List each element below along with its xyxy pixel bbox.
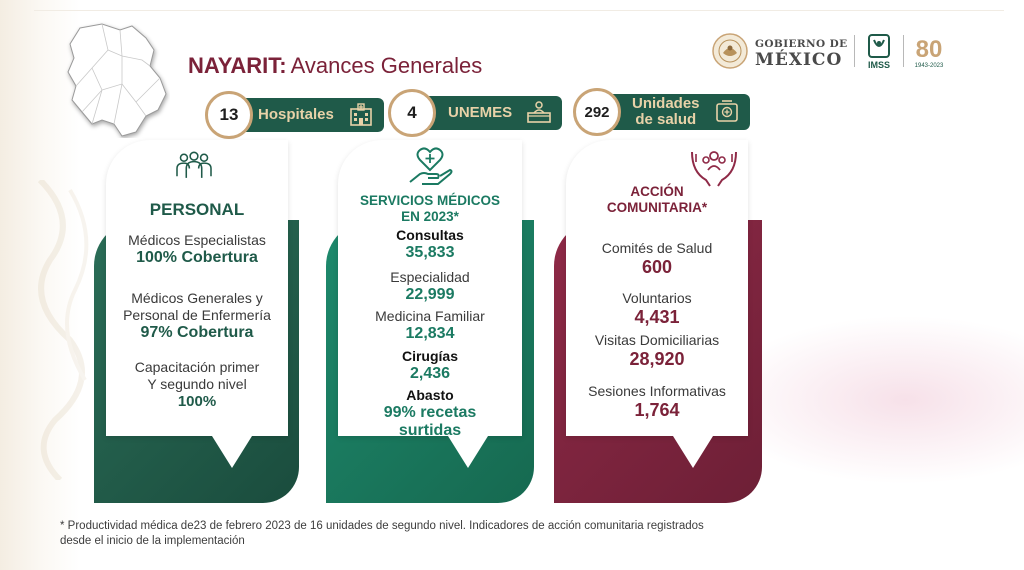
servicios-item-value: 12,834 [405, 324, 455, 342]
accion-item-label: Visitas Domiciliarias [594, 332, 720, 348]
servicios-item-label: Cirugías [401, 348, 458, 364]
accion-item-label: Voluntarios [622, 290, 692, 306]
personal-item-value: 97% Cobertura [140, 323, 254, 341]
imss-text: IMSS [868, 60, 890, 70]
servicios-item-value: 22,999 [405, 285, 455, 303]
personal-item-label: Médicos Especialistas [128, 232, 266, 248]
mexico-text: MÉXICO [755, 50, 843, 70]
stat-hospitales-label: Hospitales [258, 106, 334, 123]
nayarit-map-icon [67, 23, 167, 137]
reception-desk-icon [527, 101, 551, 123]
accion-item-label: Comités de Salud [601, 240, 713, 256]
servicios-card-title: SERVICIOS MÉDICOS EN 2023* [338, 193, 522, 225]
accion-item-value: 1,764 [634, 399, 680, 420]
accion-item-value: 28,920 [629, 348, 685, 369]
servicios-item-cirugias: Cirugías 2,436 [338, 348, 522, 383]
personal-item-label-line2: Personal de Enfermería [123, 306, 271, 323]
personal-item-label-line1: Capacitación primer [134, 359, 260, 375]
decorative-pattern [37, 180, 89, 480]
logo-divider-2 [903, 35, 904, 67]
servicios-item-value: 2,436 [409, 364, 451, 382]
servicios-item-consultas: Consultas 35,833 [338, 227, 522, 262]
servicios-item-medicina-familiar: Medicina Familiar 12,834 [338, 308, 522, 343]
accion-card-title-line1: ACCIÓN [630, 184, 684, 199]
stat-hospitales: Hospitales [228, 98, 384, 132]
personal-card: PERSONAL Médicos Especialistas 100% Cobe… [106, 140, 288, 436]
imss-logo-icon: IMSS [868, 34, 890, 70]
servicios-item-value-line2: surtidas [398, 422, 462, 440]
people-icon [176, 151, 212, 178]
government-logos: GOBIERNO DE MÉXICO IMSS 80 1943-2023 [712, 33, 952, 73]
accion-item-value: 600 [641, 256, 673, 277]
servicios-item-label: Especialidad [390, 269, 470, 285]
personal-card-title: PERSONAL [149, 200, 245, 219]
footnote: * Productividad médica de23 de febrero 2… [60, 519, 860, 549]
medical-unit-icon [716, 100, 738, 122]
stat-unidades-label: Unidades de salud [632, 96, 700, 128]
personal-item-capacitacion: Capacitación primer Y segundo nivel 100% [106, 359, 288, 410]
stat-unidades: Unidades de salud [598, 94, 750, 130]
logo-divider [854, 35, 855, 67]
page-title-rest: Avances Generales [290, 53, 483, 78]
heart-hand-icon [409, 147, 453, 185]
personal-item-label-line1: Médicos Generales y [131, 290, 263, 306]
servicios-item-abasto: Abasto 99% recetas surtidas [338, 387, 522, 441]
slide-frame [34, 10, 1004, 560]
servicios-item-especialidad: Especialidad 22,999 [338, 269, 522, 304]
accion-item-sesiones: Sesiones Informativas 1,764 [566, 383, 748, 420]
anniversary-80-logo-icon: 80 1943-2023 [915, 36, 944, 69]
personal-item-label-line2: Y segundo nivel [147, 375, 247, 392]
hospital-icon [350, 103, 372, 126]
stat-unidades-label-line1: Unidades [632, 95, 700, 112]
servicios-item-label: Medicina Familiar [375, 308, 485, 324]
footnote-line2: desde el inicio de la implementación [60, 534, 245, 547]
gobierno-de-text: GOBIERNO DE [755, 38, 848, 50]
stat-unidades-number: 292 [573, 88, 621, 136]
servicios-item-value: 35,833 [405, 243, 455, 261]
stat-unemes-label: UNEMES [448, 104, 513, 121]
accion-card: ACCIÓN COMUNITARIA* Comités de Salud 600… [566, 140, 748, 436]
page-title-bold: NAYARIT: [188, 53, 287, 78]
servicios-card: SERVICIOS MÉDICOS EN 2023* Consultas 35,… [338, 140, 522, 439]
personal-item-especialistas: Médicos Especialistas 100% Cobertura [106, 232, 288, 267]
accion-card-pointer [673, 436, 713, 468]
personal-item-generales: Médicos Generales y Personal de Enfermer… [106, 290, 288, 342]
stat-hospitales-number: 13 [205, 91, 253, 139]
servicios-card-title-line1: SERVICIOS MÉDICOS [359, 193, 501, 208]
accion-item-comites: Comités de Salud 600 [566, 240, 748, 277]
personal-item-value: 100% Cobertura [136, 248, 258, 266]
servicios-item-label: Consultas [396, 227, 464, 243]
national-seal-icon [712, 33, 748, 69]
servicios-item-label: Abasto [406, 387, 454, 403]
accion-item-label: Sesiones Informativas [588, 383, 726, 399]
stat-unemes-number: 4 [388, 89, 436, 137]
servicios-item-value-line1: 99% recetas [383, 403, 477, 421]
personal-card-pointer [212, 436, 252, 468]
servicios-card-pointer [448, 436, 488, 468]
anniversary-years: 1943-2023 [915, 63, 944, 69]
anniversary-number: 80 [916, 36, 943, 63]
page-title: NAYARIT: Avances Generales [188, 53, 482, 79]
accion-item-visitas: Visitas Domiciliarias 28,920 [566, 332, 748, 369]
servicios-card-title-line2: EN 2023* [401, 208, 459, 224]
accion-item-value: 4,431 [634, 306, 680, 327]
footnote-line1: * Productividad médica de23 de febrero 2… [60, 520, 704, 532]
accion-item-voluntarios: Voluntarios 4,431 [566, 290, 748, 327]
stat-unidades-label-line2: de salud [635, 110, 697, 128]
community-hands-icon [691, 151, 737, 187]
accion-card-title-line2: COMUNITARIA* [606, 199, 708, 215]
accion-card-title: ACCIÓN COMUNITARIA* [566, 184, 748, 216]
personal-item-value: 100% [177, 392, 217, 410]
